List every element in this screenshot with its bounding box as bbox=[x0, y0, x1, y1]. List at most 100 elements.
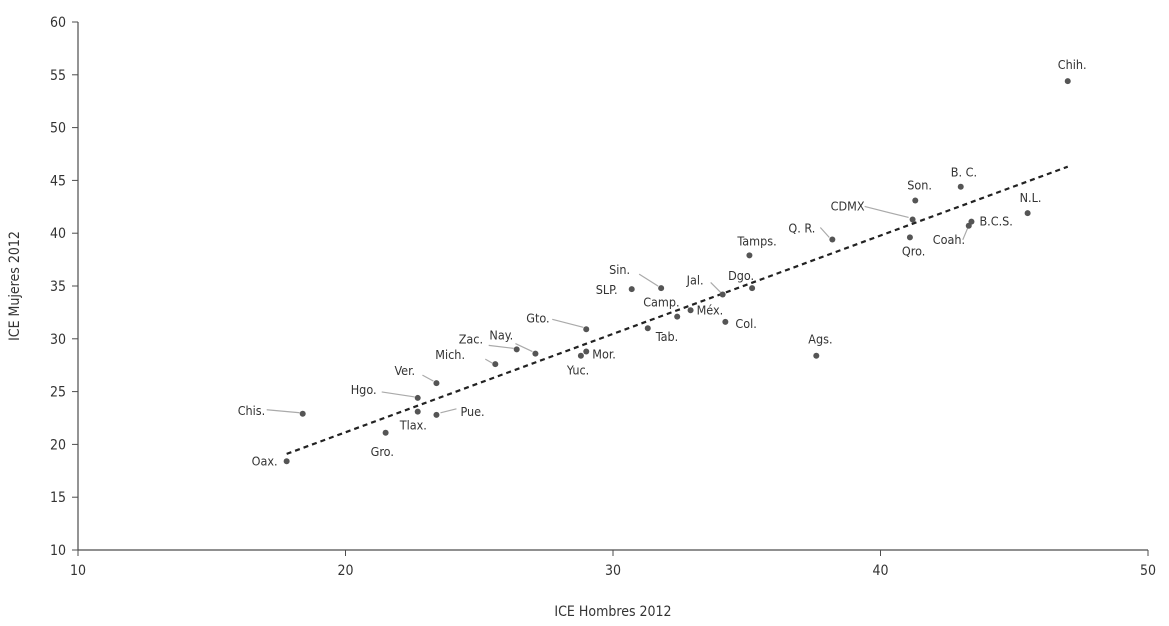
data-point bbox=[674, 313, 681, 320]
data-point bbox=[583, 326, 590, 333]
y-tick-label: 20 bbox=[50, 437, 66, 453]
point-label: Zac. bbox=[459, 331, 483, 346]
y-tick-label: 45 bbox=[50, 173, 66, 189]
point-label: Mor. bbox=[592, 346, 616, 361]
x-axis-title: ICE Hombres 2012 bbox=[554, 604, 671, 620]
point-label: Tamps. bbox=[736, 233, 776, 248]
trendline bbox=[286, 165, 1069, 455]
point-label: Mich. bbox=[435, 347, 465, 362]
data-point bbox=[965, 222, 972, 229]
label-leader-line bbox=[864, 205, 909, 219]
data-point bbox=[577, 352, 584, 359]
y-axis-title: ICE Mujeres 2012 bbox=[7, 231, 23, 341]
y-tick-label: 40 bbox=[50, 226, 66, 242]
point-label: Tlax. bbox=[399, 418, 427, 433]
point-label: Q. R. bbox=[788, 221, 815, 236]
x-tick-label: 50 bbox=[1140, 563, 1156, 579]
data-point bbox=[1064, 78, 1071, 85]
point-label: Oax. bbox=[252, 453, 278, 468]
point-label: Gro. bbox=[371, 444, 394, 459]
trendline-layer bbox=[286, 165, 1069, 455]
label-leader-line bbox=[422, 374, 434, 382]
data-point bbox=[414, 408, 421, 415]
point-label: Jal. bbox=[686, 272, 704, 287]
data-point bbox=[299, 410, 306, 417]
axes: 10 20 30 40 50 10 15 20 25 30 35 40 45 50 55 60 bbox=[50, 15, 1156, 579]
point-label: Chih. bbox=[1058, 57, 1087, 72]
point-label: SLP. bbox=[596, 282, 618, 297]
data-point bbox=[722, 318, 729, 325]
label-leader-line bbox=[710, 282, 722, 293]
point-label: Son. bbox=[907, 177, 932, 192]
label-leader-line bbox=[488, 344, 514, 349]
point-label: Col. bbox=[735, 316, 756, 331]
point-label: Nay. bbox=[489, 328, 513, 343]
point-label: Dgo. bbox=[728, 268, 754, 283]
label-leader-line bbox=[381, 391, 415, 398]
data-point bbox=[1024, 210, 1031, 217]
y-tick-label: 50 bbox=[50, 121, 66, 137]
data-point bbox=[909, 216, 916, 223]
data-point bbox=[749, 285, 756, 292]
point-label: B.C.S. bbox=[979, 214, 1012, 229]
label-leader-line bbox=[819, 227, 830, 238]
point-label: Ver. bbox=[394, 363, 415, 378]
data-point bbox=[719, 291, 726, 298]
data-point bbox=[382, 429, 389, 436]
label-leader-line bbox=[638, 273, 659, 287]
point-label: Qro. bbox=[902, 243, 925, 258]
data-point bbox=[912, 197, 919, 204]
y-tick-label: 30 bbox=[50, 332, 66, 348]
y-tick-label: 55 bbox=[50, 68, 66, 84]
point-label: Camp. bbox=[643, 295, 679, 310]
y-tick-label: 60 bbox=[50, 15, 66, 31]
y-tick-label: 15 bbox=[50, 490, 66, 506]
data-point bbox=[283, 458, 290, 465]
point-labels: Chih. B. C. Son. CDMX N.L. B.C.S. Coah. Q. R. Qr… bbox=[238, 57, 1087, 468]
point-label: Pue. bbox=[460, 404, 484, 419]
label-leader-line bbox=[552, 318, 584, 328]
y-tick-label: 10 bbox=[50, 543, 66, 559]
data-point bbox=[957, 183, 964, 190]
data-point bbox=[433, 411, 440, 418]
point-label: N.L. bbox=[1020, 190, 1042, 205]
label-leader-line bbox=[962, 227, 969, 241]
data-point bbox=[687, 307, 694, 314]
point-label: Gto. bbox=[526, 310, 549, 325]
point-label: Hgo. bbox=[351, 382, 377, 397]
label-leader-line bbox=[266, 409, 300, 414]
x-tick-label: 10 bbox=[70, 563, 86, 579]
data-point bbox=[746, 252, 753, 259]
label-leader-line bbox=[515, 343, 533, 353]
data-points bbox=[283, 78, 1071, 465]
data-point bbox=[658, 285, 665, 292]
data-point bbox=[644, 325, 651, 332]
point-label: Coah. bbox=[933, 232, 965, 247]
data-point bbox=[532, 350, 539, 357]
y-tick-label: 25 bbox=[50, 385, 66, 401]
point-label: B. C. bbox=[951, 165, 977, 180]
leader-lines bbox=[266, 205, 969, 414]
x-tick-label: 40 bbox=[872, 563, 888, 579]
data-point bbox=[906, 234, 913, 241]
x-tick-label: 30 bbox=[605, 563, 621, 579]
point-label: CDMX bbox=[831, 198, 865, 213]
data-point bbox=[628, 286, 635, 293]
data-point bbox=[829, 236, 836, 243]
point-label: Sin. bbox=[609, 262, 630, 277]
data-point bbox=[433, 380, 440, 387]
point-label: Chis. bbox=[238, 403, 266, 418]
point-label: Méx. bbox=[697, 302, 724, 317]
data-point bbox=[492, 361, 499, 368]
label-leader-line bbox=[485, 358, 493, 364]
label-leader-line bbox=[440, 408, 457, 414]
data-point bbox=[813, 352, 820, 359]
y-tick-label: 35 bbox=[50, 279, 66, 295]
point-label: Ags. bbox=[808, 332, 832, 347]
x-tick-label: 20 bbox=[337, 563, 353, 579]
point-label: Yuc. bbox=[566, 363, 589, 378]
data-point bbox=[583, 348, 590, 355]
data-point bbox=[513, 346, 520, 353]
data-point bbox=[414, 394, 421, 401]
